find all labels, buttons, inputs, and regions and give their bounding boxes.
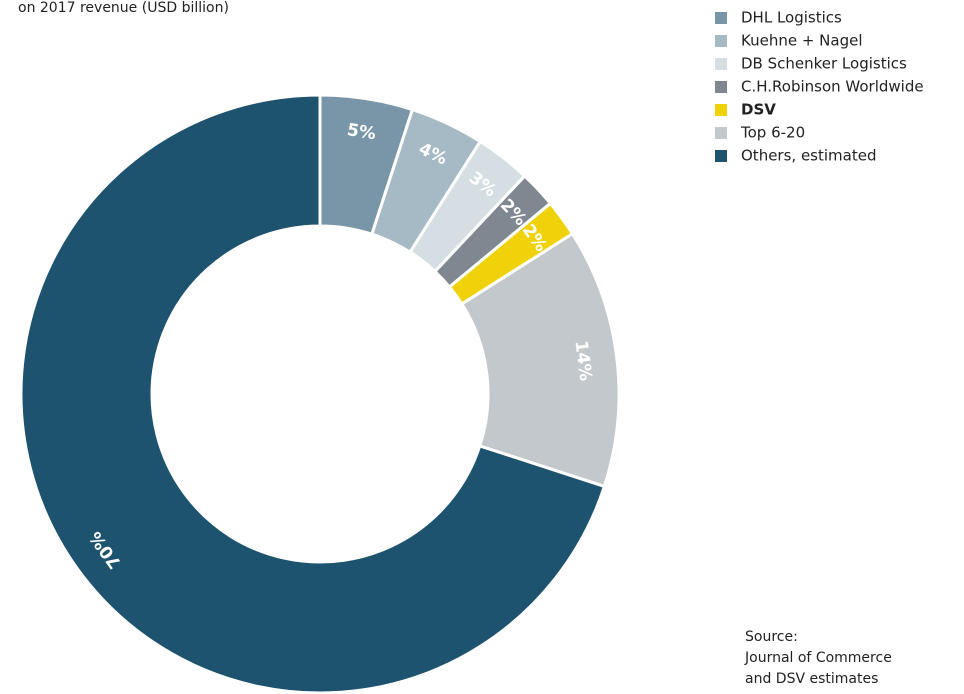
donut-segment — [459, 231, 621, 489]
legend-swatch — [715, 58, 727, 70]
legend-swatch — [715, 12, 727, 24]
legend-label: DB Schenker Logistics — [741, 55, 907, 73]
chart-subtitle: on 2017 revenue (USD billion) — [18, 0, 229, 16]
donut-segment — [19, 93, 607, 694]
legend-label: C.H.Robinson Worldwide — [741, 78, 924, 96]
legend-swatch — [715, 104, 727, 116]
legend: DHL Logistics Kuehne + Nagel DB Schenker L… — [715, 9, 924, 165]
legend-label: Kuehne + Nagel — [741, 32, 863, 50]
legend-swatch — [715, 35, 727, 47]
source-line: and DSV estimates — [745, 671, 878, 687]
legend-label: DHL Logistics — [741, 9, 842, 27]
legend-label: Top 6-20 — [740, 124, 805, 142]
data-label: 5% — [346, 120, 378, 144]
source-line: Journal of Commerce — [744, 650, 892, 666]
legend-swatch — [715, 150, 727, 162]
legend-swatch — [715, 81, 727, 93]
donut: 5%4%3%2%2%14%70% — [19, 93, 621, 694]
legend-label: DSV — [741, 101, 776, 119]
legend-swatch — [715, 127, 727, 139]
source-line: Source: — [745, 629, 798, 645]
legend-label: Others, estimated — [741, 147, 876, 165]
